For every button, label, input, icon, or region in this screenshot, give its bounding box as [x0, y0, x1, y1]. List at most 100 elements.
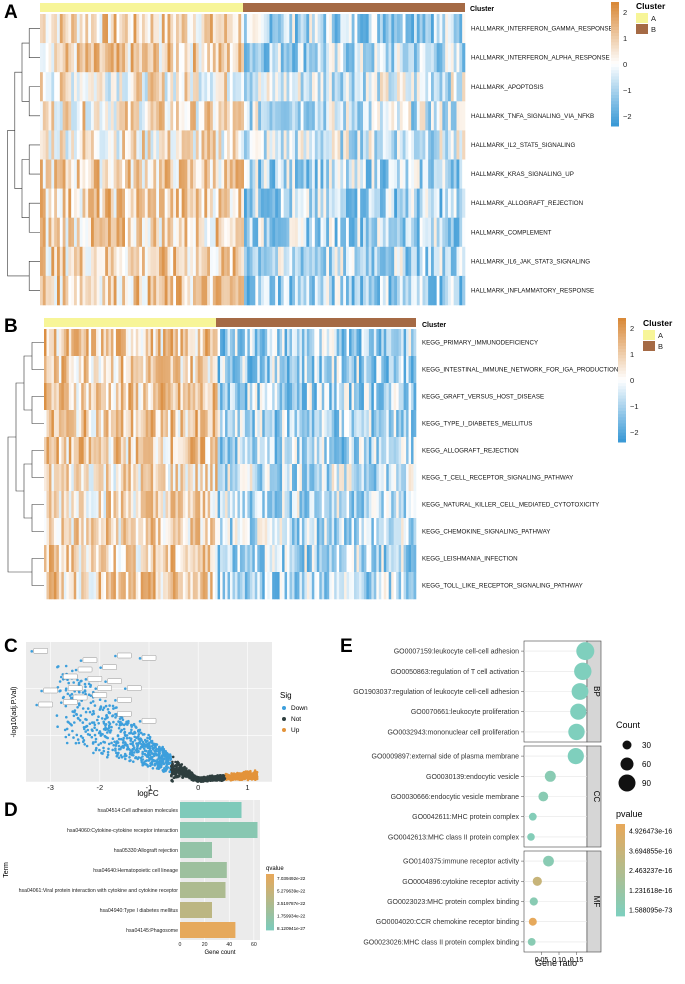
- volcano-point: [125, 748, 129, 751]
- heatmap-cell: [210, 329, 213, 357]
- heatmap-cell: [376, 329, 380, 357]
- heatmap-cell: [365, 130, 369, 160]
- heatmap-cell: [398, 356, 402, 384]
- heatmap-cell: [96, 356, 99, 384]
- volcano-point: [110, 741, 113, 745]
- heatmap-cell: [234, 410, 238, 438]
- heatmap-cell: [408, 130, 412, 160]
- heatmap-cell: [377, 159, 381, 189]
- heatmap-cell: [300, 14, 304, 44]
- heatmap-cell: [170, 545, 174, 573]
- heatmap-cell: [348, 14, 352, 44]
- heatmap-cell: [237, 572, 241, 600]
- heatmap-cell: [326, 545, 330, 573]
- heatmap-cell: [301, 437, 305, 465]
- heatmap-cell: [317, 130, 321, 160]
- volcano-point: [73, 721, 76, 724]
- heatmap-cell: [277, 356, 280, 384]
- heatmap-cell: [360, 72, 364, 102]
- heatmap-cell: [383, 437, 387, 465]
- heatmap-cell: [232, 383, 236, 411]
- heatmap-cell: [59, 43, 63, 73]
- color-scale-step: [618, 398, 626, 403]
- heatmap-cell: [261, 72, 265, 102]
- heatmap-cell: [300, 43, 304, 73]
- heatmap-cell: [269, 130, 273, 160]
- heatmap-cell: [40, 217, 44, 248]
- heatmap-cell: [227, 437, 231, 465]
- volcano-point: [172, 771, 176, 774]
- heatmap-cell: [373, 464, 377, 492]
- heatmap-cell: [314, 518, 318, 546]
- heatmap-cell: [411, 410, 414, 438]
- heatmap-cell: [413, 545, 417, 573]
- heatmap-cell: [436, 275, 440, 306]
- heatmap-cell: [76, 383, 80, 411]
- heatmap-cell: [56, 383, 60, 411]
- heatmap-cell: [205, 356, 208, 384]
- heatmap-cell: [416, 101, 420, 131]
- heatmap-cell: [73, 437, 77, 465]
- volcano-point: [220, 775, 224, 779]
- heatmap-cell: [73, 518, 77, 546]
- volcano-point: [109, 729, 113, 732]
- heatmap-cell: [227, 217, 231, 248]
- heatmap-cell: [334, 275, 338, 306]
- volcano-point: [145, 755, 149, 758]
- heatmap-cell: [280, 14, 284, 44]
- heatmap-cell: [320, 72, 324, 102]
- heatmap-row-label: KEGG_CHEMOKINE_SIGNALING_PATHWAY: [422, 529, 550, 536]
- volcano-point: [126, 744, 129, 747]
- volcano-point: [107, 726, 111, 729]
- heatmap-cell: [357, 246, 361, 277]
- heatmap-cell: [287, 437, 290, 465]
- heatmap-cell: [363, 491, 367, 519]
- heatmap-cell: [246, 217, 250, 248]
- heatmap-cell: [278, 43, 282, 73]
- volcano-point: [78, 703, 81, 707]
- heatmap-cell: [142, 217, 146, 248]
- volcano-point: [106, 750, 110, 754]
- heatmap-cell: [374, 246, 378, 277]
- heatmap-cell: [127, 217, 131, 248]
- heatmap-cell: [326, 101, 330, 131]
- heatmap-cell: [238, 188, 242, 218]
- heatmap-cell: [391, 14, 395, 44]
- heatmap-cell: [222, 545, 226, 573]
- heatmap-cell: [54, 275, 58, 306]
- volcano-point: [112, 707, 115, 710]
- heatmap-row-label: KEGG_GRAFT_VERSUS_HOST_DISEASE: [422, 394, 544, 401]
- color-scale-step: [618, 324, 626, 328]
- heatmap-cell: [237, 491, 241, 519]
- heatmap-cell: [406, 410, 409, 438]
- heatmap-cell: [374, 130, 378, 160]
- heatmap-cell: [334, 545, 337, 573]
- heatmap-cell: [373, 572, 377, 600]
- heatmap-cell: [62, 159, 66, 189]
- volcano-point: [133, 751, 136, 754]
- volcano-point: [94, 687, 98, 690]
- volcano-point: [178, 767, 182, 771]
- heatmap-cell: [192, 572, 196, 600]
- heatmap-cell: [140, 410, 144, 438]
- heatmap-cell: [365, 188, 369, 218]
- heatmap-cell: [339, 518, 342, 546]
- heatmap-cell: [234, 572, 238, 600]
- heatmap-cell: [371, 464, 375, 492]
- heatmap-cell: [414, 14, 418, 44]
- volcano-point: [141, 752, 144, 755]
- heatmap-cell: [399, 72, 403, 102]
- heatmap-cell: [145, 518, 149, 546]
- heatmap-cell: [105, 72, 109, 102]
- volcano-point: [59, 701, 63, 704]
- heatmap-cell: [354, 464, 357, 492]
- volcano-point: [99, 705, 103, 708]
- heatmap-cell: [195, 464, 199, 492]
- heatmap-cell: [380, 188, 384, 218]
- volcano-point: [143, 738, 147, 742]
- heatmap-cell: [320, 217, 324, 248]
- heatmap-cell: [159, 14, 163, 44]
- heatmap-cell: [195, 14, 199, 44]
- volcano-point: [138, 657, 142, 660]
- volcano-point: [158, 751, 161, 755]
